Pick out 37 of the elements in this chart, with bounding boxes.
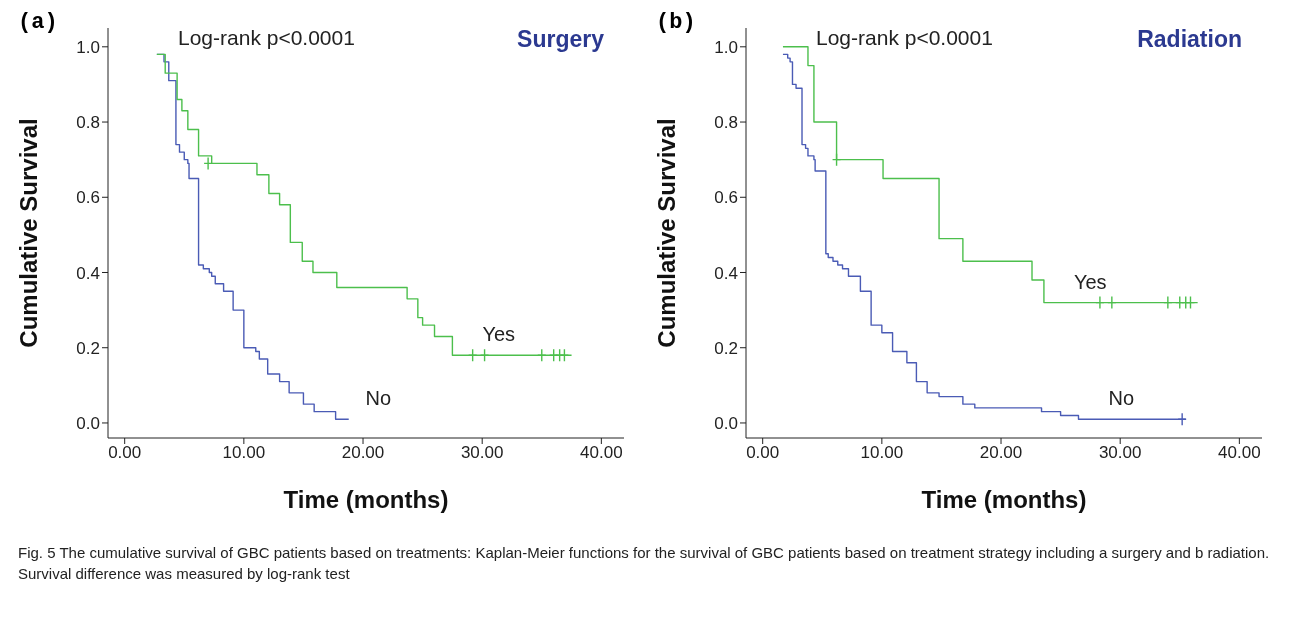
y-tick-label: 0.0: [76, 413, 100, 433]
x-tick-label: 0.00: [108, 443, 142, 463]
chart-title: (b): [656, 10, 696, 35]
series-label: No: [365, 387, 392, 410]
x-tick-label: 30.00: [460, 443, 504, 463]
y-tick-label: 0.6: [76, 188, 100, 208]
y-tick-label: 1.0: [76, 37, 100, 57]
x-tick-label: 40.00: [580, 443, 623, 463]
y-tick-label: 0.4: [76, 263, 100, 283]
y-tick-label: 0.2: [714, 338, 738, 358]
y-tick-label: 0.2: [76, 338, 100, 358]
series-label: No: [1108, 387, 1135, 410]
y-axis-title: Cumulative Survival: [14, 118, 42, 348]
series-label: Yes: [482, 323, 516, 346]
x-tick-label: 30.00: [1098, 443, 1142, 463]
series-label: Yes: [1073, 270, 1107, 293]
x-tick-label: 40.00: [1218, 443, 1261, 463]
y-tick-label: 0.4: [714, 263, 738, 283]
x-tick-label: 0.00: [746, 443, 780, 463]
annotation: Log-rank p<0.0001: [816, 26, 993, 50]
caption: Fig. 5 The cumulative survival of GBC patients based on treatments: Kaplan-Meier functions for the survival of GBC patients based on treatment strategy including a surgery and b radiation. Survival difference was measured by log-rank test: [17, 543, 1271, 584]
annotation: Surgery: [517, 26, 604, 53]
y-tick-label: 0.8: [76, 113, 100, 133]
x-tick-label: 20.00: [979, 443, 1023, 463]
x-axis-title: Time (months): [283, 486, 449, 513]
y-tick-label: 0.0: [714, 413, 738, 433]
annotation: Radiation: [1137, 26, 1242, 53]
x-axis-title: Time (months): [921, 486, 1087, 513]
y-axis-title: Cumulative Survival: [652, 118, 680, 348]
y-tick-label: 0.6: [714, 188, 738, 208]
annotation: Log-rank p<0.0001: [178, 26, 355, 50]
chart-title: (a): [18, 10, 58, 35]
y-tick-label: 0.8: [714, 113, 738, 133]
x-tick-label: 20.00: [341, 443, 385, 463]
x-tick-label: 10.00: [222, 443, 266, 463]
y-tick-label: 1.0: [714, 37, 738, 57]
x-tick-label: 10.00: [860, 443, 904, 463]
